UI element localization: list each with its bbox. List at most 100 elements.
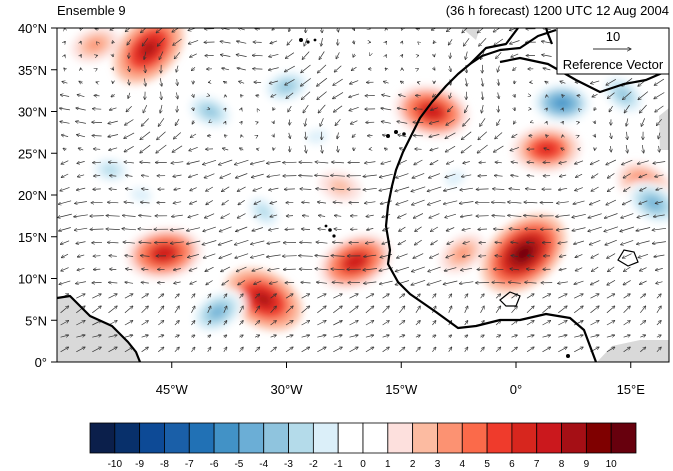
wind-vector xyxy=(588,213,602,218)
wind-vector xyxy=(525,282,537,283)
wind-vector xyxy=(465,335,468,337)
wind-vector xyxy=(190,280,197,284)
wind-vector xyxy=(430,159,439,165)
wind-vector xyxy=(206,280,213,285)
wind-vector xyxy=(402,41,403,43)
wind-vector xyxy=(96,82,98,83)
wind-vector xyxy=(173,175,182,177)
wind-vector xyxy=(239,306,244,313)
wind-vector xyxy=(429,253,440,259)
wind-vector xyxy=(655,268,663,270)
reference-vector-label: Reference Vector xyxy=(563,57,664,72)
anomaly-blob xyxy=(306,129,328,144)
wind-vector xyxy=(250,160,265,165)
wind-vector xyxy=(546,108,547,110)
wind-vector xyxy=(496,52,502,58)
wind-vector xyxy=(139,242,152,243)
wind-vector xyxy=(61,253,69,258)
wind-vector xyxy=(638,91,649,100)
wind-vector xyxy=(493,28,501,32)
wind-vector xyxy=(575,173,583,177)
wind-vector xyxy=(562,108,563,110)
wind-vector xyxy=(640,294,645,299)
wind-vector xyxy=(607,186,615,192)
colorbar-swatch xyxy=(213,422,240,454)
wind-vector xyxy=(157,131,166,140)
y-tick-label: 20°N xyxy=(18,188,47,203)
wind-vector xyxy=(239,321,244,326)
wind-vector xyxy=(140,256,150,257)
wind-vector xyxy=(558,188,568,190)
africa-north-coast xyxy=(499,56,669,94)
wind-vector xyxy=(590,294,600,299)
wind-vector xyxy=(605,239,617,245)
wind-vector xyxy=(656,294,661,299)
wind-vector xyxy=(336,52,340,58)
wind-vector xyxy=(450,65,451,72)
wind-vector xyxy=(594,121,595,124)
wind-vector xyxy=(624,104,630,113)
wind-vector xyxy=(77,135,86,138)
wind-vector xyxy=(427,199,442,205)
wind-vector xyxy=(125,175,133,176)
wind-vector xyxy=(269,53,279,57)
wind-vector xyxy=(141,335,149,337)
wind-vector xyxy=(381,121,391,123)
wind-vector xyxy=(60,95,70,97)
wind-vector xyxy=(92,122,103,123)
wind-vector xyxy=(239,148,244,150)
wind-vector xyxy=(641,118,646,126)
colorbar-label: -7 xyxy=(185,459,194,470)
colorbar-label: -4 xyxy=(259,459,268,470)
colorbar-swatch xyxy=(511,422,538,454)
wind-vector xyxy=(96,55,97,56)
colorbar-label: -3 xyxy=(284,459,293,470)
wind-vector xyxy=(498,79,499,85)
wind-vector xyxy=(174,306,179,313)
colorbar-label: -8 xyxy=(160,459,169,470)
wind-vector xyxy=(252,227,264,232)
wind-vector xyxy=(186,240,201,244)
wind-vector xyxy=(443,200,458,204)
wind-vector xyxy=(92,242,103,243)
wind-vector xyxy=(94,95,100,96)
anomaly-blob xyxy=(454,246,470,261)
wind-vector xyxy=(158,306,164,314)
wind-vector xyxy=(225,108,226,110)
wind-vector xyxy=(108,120,118,124)
wind-vector xyxy=(511,53,519,57)
wind-vector xyxy=(623,347,631,353)
wind-vector xyxy=(128,66,129,72)
wind-vector xyxy=(301,347,310,353)
wind-vector xyxy=(562,121,563,123)
wind-vector xyxy=(302,51,310,60)
wind-vector xyxy=(446,119,455,126)
wind-vector xyxy=(495,132,503,139)
wind-vector xyxy=(283,162,297,163)
wind-vector xyxy=(301,335,310,338)
wind-vector xyxy=(125,189,133,190)
wind-vector xyxy=(654,255,665,257)
wind-vector xyxy=(445,145,456,152)
wind-vector xyxy=(254,200,262,205)
wind-vector xyxy=(92,306,101,314)
wind-vector xyxy=(225,121,226,123)
x-tick-label: 30°W xyxy=(271,382,304,397)
wind-vector xyxy=(173,269,181,271)
colorbar-label: 10 xyxy=(606,459,618,470)
wind-vector xyxy=(124,294,133,299)
wind-vector xyxy=(254,347,260,353)
wind-vector xyxy=(463,242,470,244)
wind-vector xyxy=(382,294,390,299)
wind-vector xyxy=(480,335,485,337)
wind-vector xyxy=(639,280,647,284)
wind-vector xyxy=(659,145,660,152)
wind-vector xyxy=(188,40,199,44)
colorbar-label: 5 xyxy=(484,459,490,470)
wind-vector xyxy=(305,131,306,140)
colorbar: -10 -9 -8 -7 -6 -5 -4 -3 -2 -1 0 1 2 3 4 5 6 7 8 9 10 xyxy=(89,422,637,470)
wind-vector xyxy=(256,95,260,96)
wind-vector xyxy=(434,54,435,57)
wind-vector xyxy=(594,134,595,137)
wind-vector xyxy=(412,199,425,205)
